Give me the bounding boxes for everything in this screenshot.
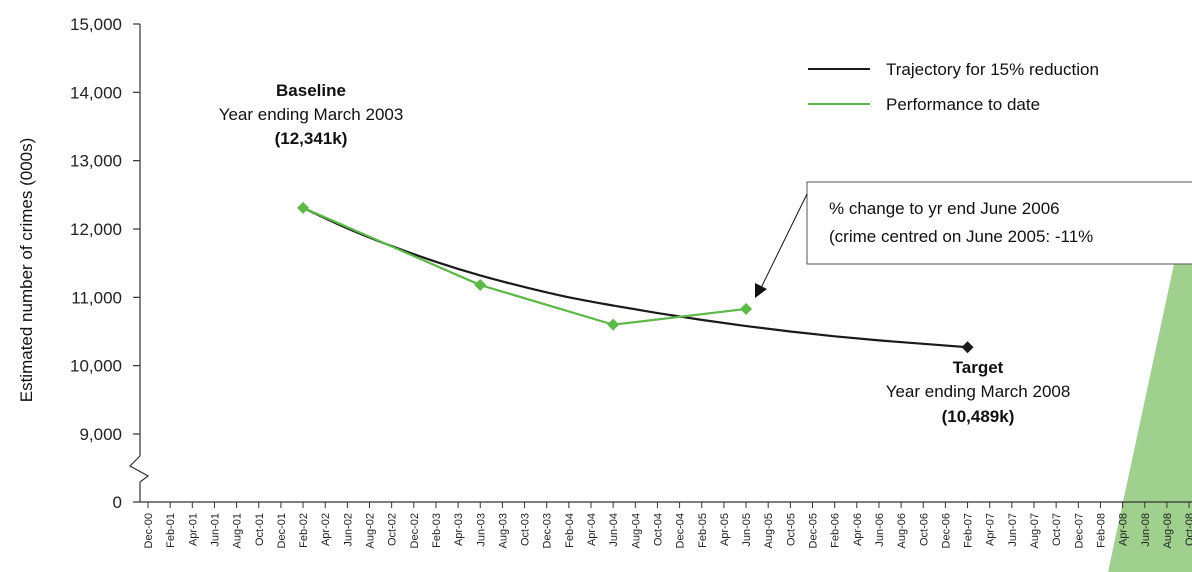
- x-tick-label: Oct-08: [1184, 513, 1192, 546]
- x-tick-label: Jun-05: [741, 513, 753, 547]
- callout-line-2: (crime centred on June 2005: -11%: [829, 227, 1093, 246]
- x-tick-label: Aug-01: [232, 513, 244, 548]
- x-tick-label: Apr-04: [586, 513, 598, 546]
- y-tick-label: 15,000: [70, 15, 122, 34]
- series-line-performance: [302, 206, 747, 326]
- x-tick-label: Jun-01: [209, 513, 221, 547]
- y-tick-label: 10,000: [70, 357, 122, 376]
- x-tick-label: Jun-06: [874, 513, 886, 547]
- x-tick-label: Feb-04: [564, 513, 576, 548]
- performance-point-marker: [740, 302, 753, 315]
- performance-point-marker: [474, 279, 487, 292]
- x-tick-label: Oct-07: [1051, 513, 1063, 546]
- x-tick-label: Oct-05: [785, 513, 797, 546]
- x-tick-label: Dec-07: [1073, 513, 1085, 548]
- baseline-value: (12,341k): [275, 129, 348, 148]
- x-tick-label: Jun-02: [342, 513, 354, 547]
- x-tick-label: Feb-07: [963, 513, 975, 548]
- legend: Trajectory for 15% reduction Performance…: [808, 60, 1099, 114]
- x-tick-label: Aug-03: [497, 513, 509, 548]
- target-title: Target: [953, 358, 1004, 377]
- x-tick-label: Feb-05: [697, 513, 709, 548]
- performance-point-marker: [607, 318, 620, 331]
- x-tick-label: Jun-08: [1140, 513, 1152, 547]
- target-subtitle: Year ending March 2008: [886, 382, 1071, 401]
- y-tick-label: 14,000: [70, 83, 122, 102]
- legend-label-trajectory: Trajectory for 15% reduction: [886, 60, 1099, 79]
- x-tick-label: Apr-05: [719, 513, 731, 546]
- x-tick-label: Jun-03: [475, 513, 487, 547]
- x-tick-label: Jun-07: [1007, 513, 1019, 547]
- target-period-shade: [1108, 180, 1192, 572]
- baseline-subtitle: Year ending March 2003: [219, 105, 404, 124]
- x-tick-label: Dec-05: [808, 513, 820, 548]
- x-axis-ticks: Dec-00 Feb-01 Apr-01 Jun-01 Aug-01 Oct-01 Dec-…: [143, 502, 1192, 548]
- x-tick-label: Aug-02: [365, 513, 377, 548]
- y-axis-label: Estimated number of crimes (000s): [17, 138, 36, 403]
- x-tick-label: Feb-03: [431, 513, 443, 548]
- y-axis-ticks: 15,000 14,000 13,000 12,000 11,000 10,000 9,00…: [70, 15, 140, 512]
- x-tick-label: Oct-03: [520, 513, 532, 546]
- x-tick-label: Apr-06: [852, 513, 864, 546]
- x-tick-label: Aug-05: [763, 513, 775, 548]
- y-tick-label: 11,000: [71, 288, 122, 307]
- x-tick-label: Aug-06: [896, 513, 908, 548]
- callout-line-1: % change to yr end June 2006: [829, 199, 1060, 218]
- baseline-annotation: Baseline Year ending March 2003 (12,341k…: [219, 81, 404, 148]
- x-tick-label: Oct-04: [652, 513, 664, 546]
- callout-arrow-line: [759, 193, 808, 291]
- x-tick-label: Feb-02: [298, 513, 310, 548]
- y-axis-break-mark: [129, 455, 150, 483]
- x-tick-label: Dec-03: [542, 513, 554, 548]
- x-tick-label: Apr-01: [187, 513, 199, 546]
- series-layer: [297, 201, 974, 354]
- x-tick-label: Aug-08: [1162, 513, 1174, 548]
- callout: % change to yr end June 2006 (crime cent…: [755, 181, 1192, 298]
- x-tick-label: Feb-06: [830, 513, 842, 548]
- baseline-title: Baseline: [276, 81, 346, 100]
- x-tick-label: Aug-07: [1029, 513, 1041, 548]
- x-tick-label: Dec-02: [409, 513, 421, 548]
- performance-point-marker: [297, 201, 310, 214]
- series-line-trajectory: [302, 206, 968, 349]
- y-tick-label: 0: [113, 493, 122, 512]
- axes: [129, 24, 1192, 503]
- y-tick-label: 13,000: [70, 152, 122, 171]
- target-value: (10,489k): [942, 407, 1015, 426]
- target-annotation: Target Year ending March 2008 (10,489k): [886, 358, 1071, 426]
- x-tick-label: Oct-02: [387, 513, 399, 546]
- x-tick-label: Feb-08: [1095, 513, 1107, 548]
- x-tick-label: Apr-08: [1118, 513, 1130, 546]
- x-tick-label: Oct-06: [918, 513, 930, 546]
- x-tick-label: Apr-07: [985, 513, 997, 546]
- x-tick-label: Dec-06: [940, 513, 952, 548]
- callout-box: [806, 181, 1192, 265]
- x-tick-label: Apr-03: [453, 513, 465, 546]
- x-tick-label: Dec-01: [276, 513, 288, 548]
- x-tick-label: Apr-02: [320, 513, 332, 546]
- x-tick-label: Feb-01: [165, 513, 177, 548]
- y-tick-label: 12,000: [70, 220, 122, 239]
- x-tick-label: Dec-00: [143, 513, 155, 548]
- x-tick-label: Oct-01: [254, 513, 266, 546]
- trajectory-end-marker: [961, 341, 974, 354]
- target-shade-wedge: [1108, 180, 1192, 572]
- x-tick-label: Aug-04: [630, 513, 642, 548]
- legend-label-performance: Performance to date: [886, 95, 1040, 114]
- callout-arrow-head: [755, 283, 767, 298]
- y-tick-label: 9,000: [79, 425, 122, 444]
- x-tick-label: Jun-04: [608, 513, 620, 547]
- x-tick-label: Dec-04: [675, 513, 687, 548]
